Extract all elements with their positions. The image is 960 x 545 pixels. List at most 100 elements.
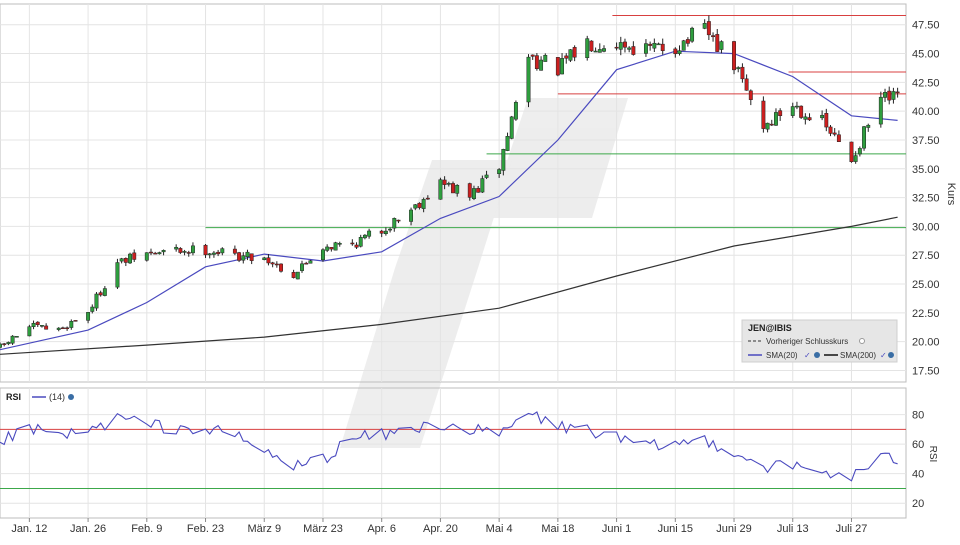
candle-body <box>337 243 342 245</box>
globe-icon[interactable] <box>888 352 894 358</box>
watermark-logo-icon <box>340 98 628 448</box>
candle-body <box>44 325 49 330</box>
candle-body <box>794 105 799 108</box>
candle-body <box>178 248 183 253</box>
candle-body <box>820 114 825 119</box>
candle-body <box>94 293 99 309</box>
candle-body <box>65 327 70 330</box>
candle-body <box>480 178 485 193</box>
price-y-tick-label: 25.00 <box>912 279 940 291</box>
candle-body <box>367 230 372 237</box>
sma200-polyline <box>0 216 898 355</box>
candle-body <box>748 90 753 100</box>
candle-body <box>333 242 338 251</box>
candle-body <box>643 43 648 54</box>
rsi-y-tick-label: 80 <box>912 410 924 422</box>
globe-icon[interactable] <box>814 352 820 358</box>
candle-body <box>631 46 636 55</box>
candle-body <box>614 46 619 49</box>
rsi-y-tick-label: 40 <box>912 469 924 481</box>
globe-icon[interactable] <box>68 394 74 400</box>
candle-body <box>530 54 535 57</box>
candle-body <box>774 112 778 126</box>
price-y-tick-label: 42.50 <box>912 77 940 89</box>
candle-body <box>149 251 153 254</box>
candle-body <box>732 41 736 71</box>
candle-body <box>597 49 602 53</box>
rsi-legend-period: (14) <box>49 392 65 402</box>
legend-title: JEN@IBIS <box>748 323 792 333</box>
candle-body <box>677 50 682 54</box>
candle-body <box>572 47 577 58</box>
candle-body <box>216 251 221 255</box>
candle-body <box>585 38 590 59</box>
candle-body <box>656 43 661 46</box>
candle-body <box>270 262 275 265</box>
price-y-tick-label: 22.50 <box>912 308 940 320</box>
candle-body <box>211 252 216 255</box>
candle-body <box>295 271 300 280</box>
price-y-axis-label: Kurs <box>945 183 957 206</box>
candle-body <box>836 134 841 142</box>
price-y-tick-label: 20.00 <box>912 337 940 349</box>
candle-body <box>543 54 548 62</box>
candle-body <box>505 136 510 151</box>
candle-body <box>69 321 74 328</box>
rsi-polyline <box>0 411 898 482</box>
candle-body <box>648 43 653 46</box>
candle-body <box>132 252 137 260</box>
candle-body <box>685 39 690 44</box>
candle-body <box>274 263 279 266</box>
candle-body <box>736 67 741 70</box>
candle-body <box>513 102 518 120</box>
candle-body <box>241 255 246 261</box>
legend-toggle-icon[interactable] <box>859 338 865 344</box>
price-y-tick-label: 47.50 <box>912 20 940 32</box>
candle-body <box>153 252 158 255</box>
price-y-tick-label: 37.50 <box>912 135 940 147</box>
candlestick-series <box>0 15 900 349</box>
checkmark-icon[interactable]: ✓ <box>880 351 887 360</box>
candle-body <box>128 253 132 264</box>
x-tick-label: Juni 15 <box>658 523 693 535</box>
x-tick-label: Juni 29 <box>716 523 751 535</box>
candle-body <box>778 110 783 116</box>
candle-body <box>362 234 367 239</box>
sma20-polyline <box>0 50 898 351</box>
candle-body <box>681 40 686 51</box>
candle-body <box>602 48 606 52</box>
price-panel: 17.50 20.00 22.50 25.00 27.50 30.00 32.50 35.00… <box>0 3 957 383</box>
candle-body <box>442 179 447 185</box>
candle-body <box>476 188 481 193</box>
candle-body <box>279 263 283 272</box>
candle-body <box>660 43 665 51</box>
candle-body <box>115 262 120 288</box>
candle-body <box>451 183 455 194</box>
candle-body <box>396 219 401 222</box>
candle-body <box>350 242 355 245</box>
candle-body <box>392 218 397 229</box>
legend: JEN@IBIS Vorheriger Schlusskurs SMA(20) … <box>741 319 898 363</box>
candle-body <box>866 124 871 128</box>
candle-body <box>807 117 812 121</box>
candle-body <box>593 50 598 53</box>
candle-body <box>237 252 242 261</box>
candle-body <box>425 197 430 200</box>
rsi-gridlines <box>0 388 906 518</box>
candle-body <box>73 320 78 322</box>
rsi-legend-title: RSI <box>6 392 21 402</box>
candle-body <box>765 122 770 130</box>
price-panel-frame <box>0 3 907 383</box>
candle-body <box>560 58 565 75</box>
candle-body <box>291 272 296 278</box>
candle-body <box>31 322 36 327</box>
rsi-y-tick-label: 20 <box>912 498 924 510</box>
rsi-y-axis: 20 40 60 80 <box>912 410 924 511</box>
candle-body <box>249 253 254 261</box>
x-tick-label: März 23 <box>303 523 343 535</box>
checkmark-icon[interactable]: ✓ <box>804 351 811 360</box>
candle-body <box>308 260 313 264</box>
candle-body <box>321 249 325 261</box>
candle-body <box>497 169 502 175</box>
